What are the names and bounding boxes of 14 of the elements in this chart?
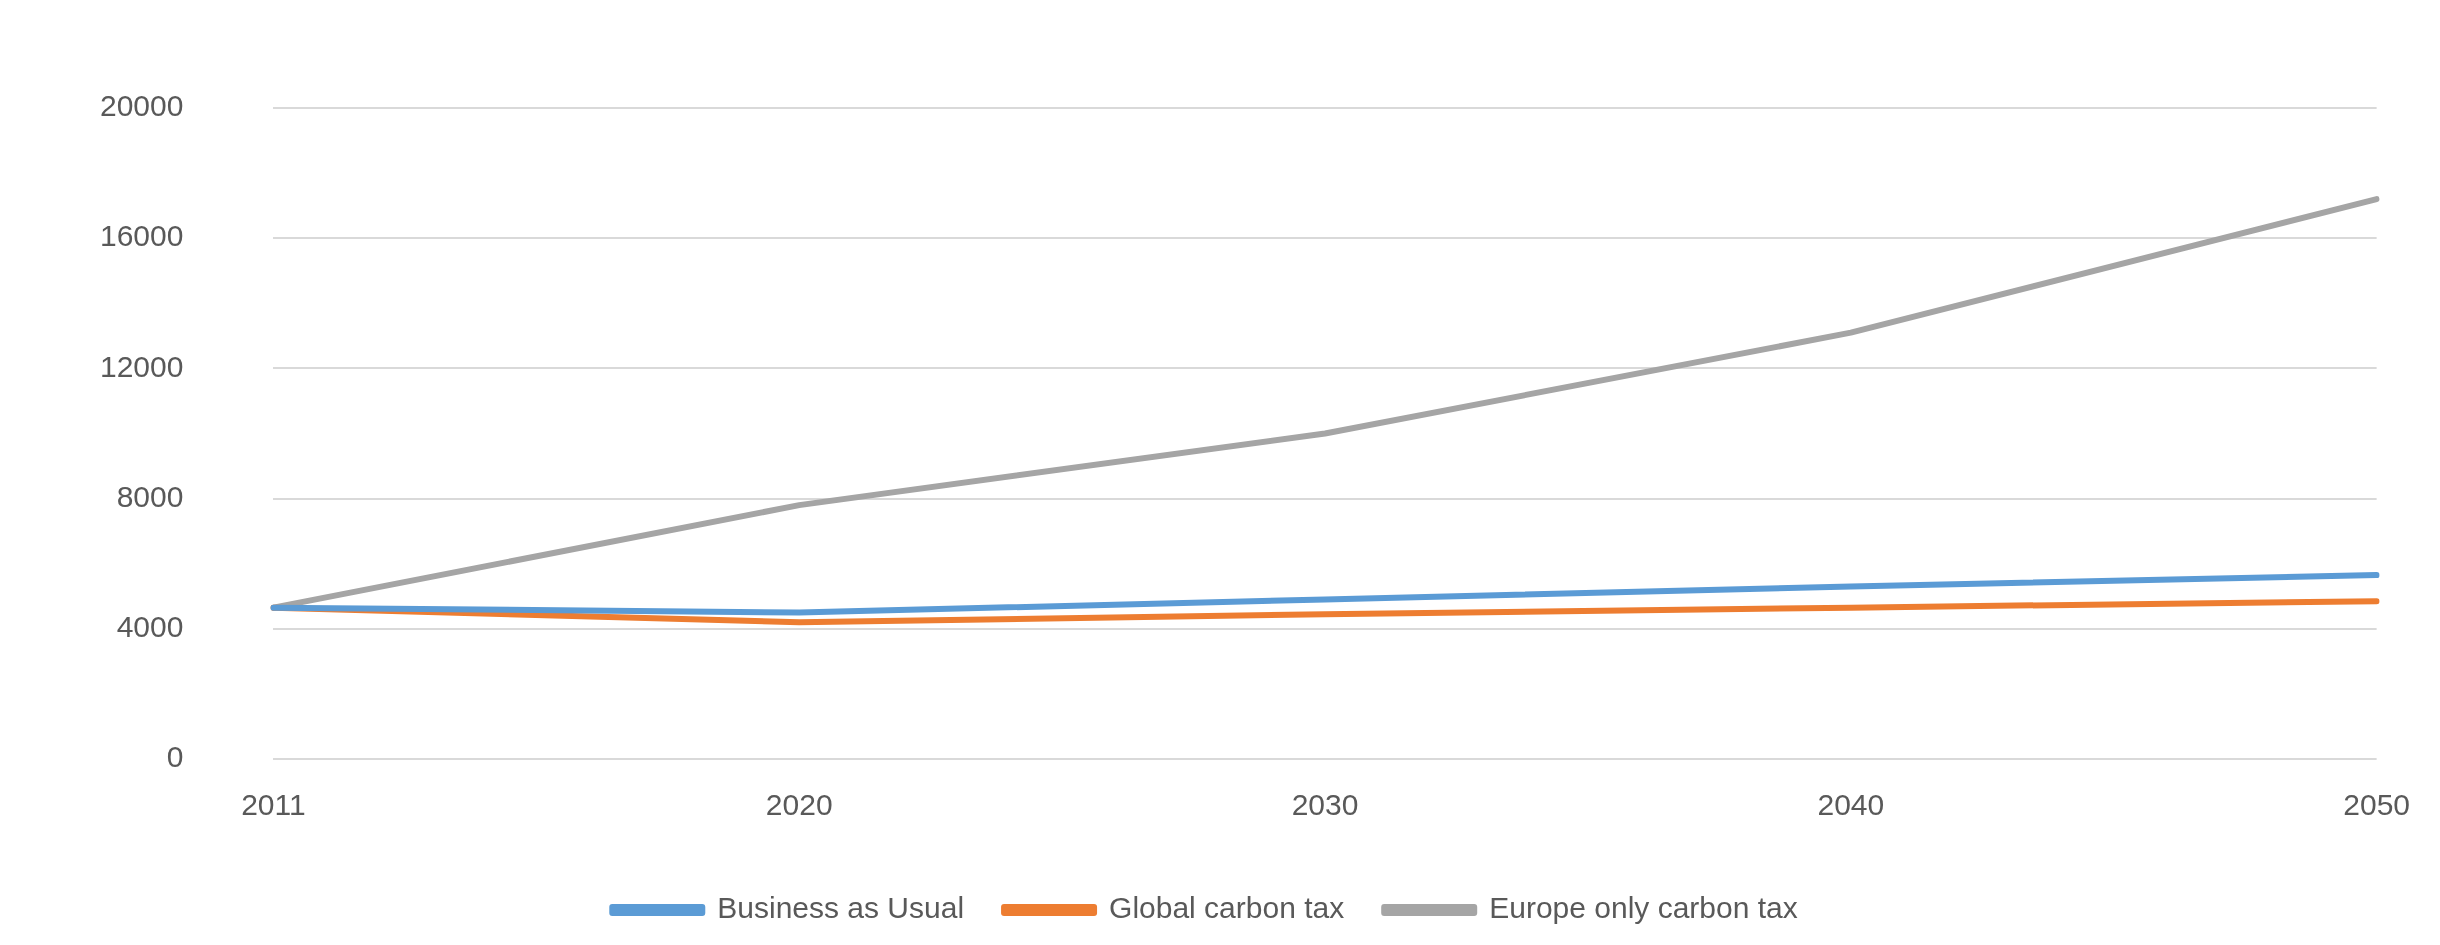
y-tick-label: 16000 [99,219,184,253]
x-tick-label: 2050 [2343,788,2411,822]
legend-label: Business as Usual [717,891,965,925]
y-tick-label: 8000 [116,479,184,513]
x-tick-label: 2040 [1817,788,1885,822]
y-tick-label: 12000 [99,349,184,383]
legend-label: Europe only carbon tax [1489,891,1798,925]
y-tick-label: 20000 [99,89,184,123]
x-tick-label: 2011 [241,788,306,822]
y-tick-label: 4000 [116,610,184,644]
x-tick-label: 2030 [1291,788,1359,822]
y-tick-label: 0 [166,740,184,774]
x-tick-label: 2020 [765,788,833,822]
legend-label: Global carbon tax [1109,891,1345,925]
